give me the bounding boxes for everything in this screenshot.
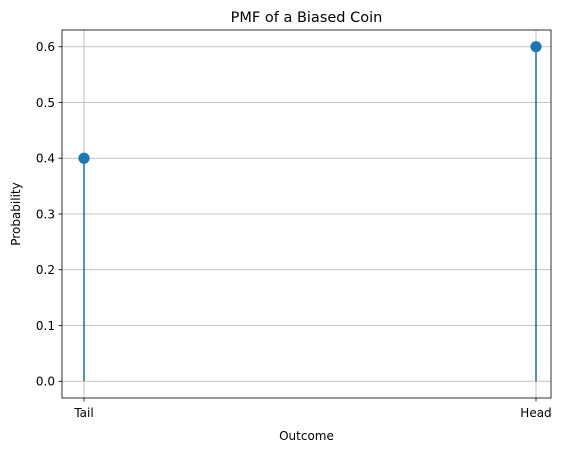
grid	[62, 30, 551, 398]
y-tick-label: 0.3	[36, 207, 55, 221]
stem-marker	[78, 152, 90, 164]
y-tick-label: 0.5	[36, 96, 55, 110]
y-tick-label: 0.2	[36, 263, 55, 277]
y-tick-label: 0.6	[36, 40, 55, 54]
stem-marker	[530, 41, 542, 53]
x-tick-label: Tail	[73, 406, 93, 420]
y-tick-label: 0.1	[36, 319, 55, 333]
x-axis-label: Outcome	[279, 429, 334, 443]
y-ticks: 0.0 0.1 0.2 0.3 0.4 0.5 0.6	[36, 40, 62, 389]
y-axis-label: Probability	[9, 182, 23, 245]
y-tick-label: 0.0	[36, 375, 55, 389]
x-ticks: Tail Head	[73, 398, 552, 420]
chart-title: PMF of a Biased Coin	[231, 10, 383, 26]
markers	[78, 41, 542, 164]
x-tick-label: Head	[520, 406, 551, 420]
stems	[83, 46, 537, 382]
y-tick-label: 0.4	[36, 152, 55, 166]
